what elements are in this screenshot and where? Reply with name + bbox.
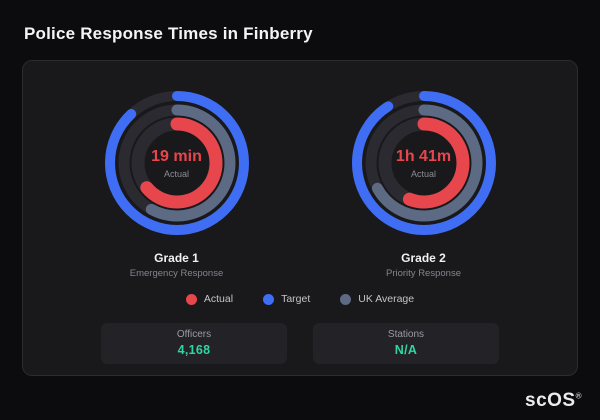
brand-text: scOS bbox=[525, 390, 576, 411]
radial-chart-svg bbox=[104, 91, 249, 235]
gauges-row: 19 min Actual Grade 1 Emergency Response… bbox=[23, 61, 577, 279]
scos-logo: scOS® bbox=[525, 390, 582, 412]
stats-row: Officers 4,168 Stations N/A bbox=[101, 323, 499, 364]
gauge-subtitle: Priority Response bbox=[386, 268, 461, 279]
response-times-card: 19 min Actual Grade 1 Emergency Response… bbox=[22, 60, 578, 376]
stat-value: N/A bbox=[394, 343, 418, 357]
gauge-grade-2: 1h 41m Actual Grade 2 Priority Response bbox=[309, 83, 539, 279]
stat-box-officers: Officers 4,168 bbox=[101, 323, 287, 364]
chart-legend: Actual Target UK Average bbox=[23, 293, 577, 305]
radial-chart-grade-2: 1h 41m Actual bbox=[344, 83, 504, 243]
stat-label: Officers bbox=[176, 329, 212, 340]
legend-item-target[interactable]: Target bbox=[263, 293, 310, 305]
radial-chart-svg bbox=[351, 91, 496, 235]
gauge-subtitle: Emergency Response bbox=[129, 268, 224, 279]
stat-box-stations: Stations N/A bbox=[313, 323, 499, 364]
legend-label: UK Average bbox=[358, 293, 415, 305]
legend-dot-actual bbox=[185, 293, 197, 305]
radial-chart-grade-1: 19 min Actual bbox=[97, 83, 257, 243]
gauge-title: Grade 2 bbox=[401, 251, 446, 265]
legend-dot-target bbox=[263, 293, 275, 305]
legend-label: Target bbox=[281, 293, 311, 305]
stat-value: 4,168 bbox=[177, 343, 211, 357]
legend-item-uk-average[interactable]: UK Average bbox=[340, 293, 414, 305]
page-title: Police Response Times in Finberry bbox=[24, 24, 313, 43]
stat-label: Stations bbox=[387, 329, 425, 340]
legend-label: Actual bbox=[203, 293, 234, 305]
gauge-grade-1: 19 min Actual Grade 1 Emergency Response bbox=[62, 83, 292, 279]
legend-item-actual[interactable]: Actual bbox=[185, 293, 234, 305]
legend-dot-uk-average bbox=[340, 293, 352, 305]
gauge-title: Grade 1 bbox=[154, 251, 199, 265]
registered-mark: ® bbox=[575, 391, 582, 401]
